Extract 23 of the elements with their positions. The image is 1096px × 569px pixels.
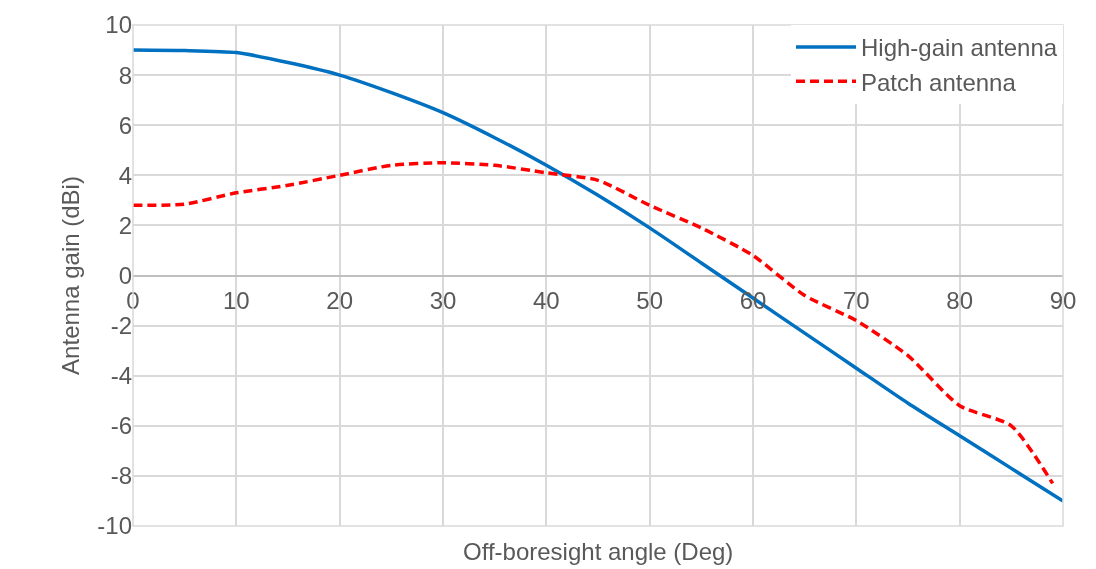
x-tick-label: 30	[429, 286, 457, 314]
x-tick-label: 80	[946, 286, 974, 314]
y-axis-title: Antenna gain (dBi)	[57, 176, 85, 375]
y-tick-label: 10	[105, 11, 132, 39]
x-tick-label: 20	[326, 286, 354, 314]
x-tick-label: 90	[1049, 286, 1077, 314]
y-tick-label: 4	[118, 161, 132, 189]
y-tick-label: 0	[118, 261, 132, 289]
y-tick-label: -8	[110, 462, 132, 490]
x-tick-label: 50	[636, 286, 664, 314]
y-tick-label: 2	[118, 211, 132, 239]
y-tick-label: -4	[110, 362, 132, 390]
x-tick-label: 10	[222, 286, 250, 314]
x-tick-label: 70	[842, 286, 870, 314]
y-tick-label: 8	[118, 61, 132, 89]
y-tick-label: -6	[110, 412, 132, 440]
y-tick-label: -10	[97, 512, 132, 540]
legend-label: Patch antenna	[861, 68, 1017, 96]
x-axis-title: Off-boresight angle (Deg)	[463, 538, 734, 565]
legend-label: High-gain antenna	[861, 34, 1058, 62]
x-tick-label: 40	[532, 286, 560, 314]
y-tick-label: 6	[118, 111, 132, 139]
y-tick-label: -2	[110, 312, 132, 339]
